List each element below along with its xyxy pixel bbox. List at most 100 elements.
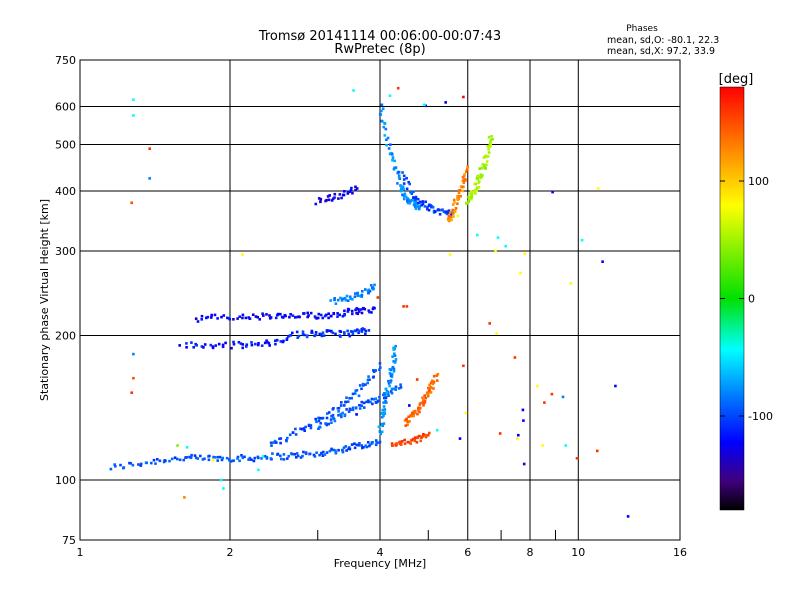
data-point bbox=[257, 456, 260, 460]
data-point bbox=[357, 310, 361, 313]
data-point bbox=[310, 329, 314, 333]
data-point bbox=[445, 212, 449, 216]
data-point bbox=[401, 193, 404, 197]
data-point bbox=[522, 462, 526, 466]
data-point bbox=[407, 180, 410, 184]
data-point bbox=[449, 213, 453, 216]
data-point bbox=[444, 101, 447, 104]
data-point bbox=[484, 154, 487, 158]
data-point bbox=[188, 455, 191, 459]
data-point bbox=[456, 214, 460, 218]
data-point bbox=[241, 456, 244, 460]
data-point bbox=[364, 288, 367, 291]
data-point bbox=[420, 401, 424, 404]
data-point bbox=[445, 210, 449, 213]
data-point bbox=[158, 459, 162, 463]
data-point bbox=[219, 478, 223, 482]
data-point bbox=[435, 428, 439, 432]
data-point bbox=[474, 192, 477, 195]
data-point bbox=[397, 170, 401, 174]
data-point bbox=[453, 201, 456, 204]
data-point bbox=[338, 193, 342, 196]
data-point bbox=[241, 313, 245, 317]
data-point bbox=[229, 460, 233, 463]
data-point bbox=[360, 404, 363, 407]
data-point bbox=[114, 465, 117, 468]
data-point bbox=[263, 455, 267, 458]
data-point bbox=[369, 400, 372, 404]
data-point bbox=[221, 345, 225, 349]
data-point bbox=[203, 457, 206, 461]
data-point bbox=[405, 187, 409, 191]
data-point bbox=[312, 453, 316, 457]
data-point bbox=[217, 342, 221, 346]
data-point bbox=[406, 199, 409, 202]
data-point bbox=[295, 452, 299, 455]
data-point bbox=[225, 456, 229, 460]
data-point bbox=[569, 282, 573, 285]
data-point bbox=[354, 188, 357, 192]
data-point bbox=[340, 415, 343, 419]
data-point bbox=[461, 189, 464, 193]
data-point bbox=[489, 143, 492, 146]
data-point bbox=[402, 197, 406, 201]
data-point bbox=[168, 459, 171, 463]
chart-subtitle: RwPretec (8p) bbox=[334, 42, 425, 57]
data-point bbox=[360, 387, 363, 391]
data-point bbox=[366, 381, 369, 385]
data-point bbox=[347, 410, 351, 413]
data-point bbox=[421, 396, 424, 399]
data-point bbox=[368, 310, 371, 314]
data-point bbox=[385, 143, 388, 147]
data-point bbox=[392, 367, 396, 371]
data-point bbox=[564, 444, 568, 447]
data-point bbox=[358, 404, 361, 407]
data-point bbox=[364, 329, 368, 333]
data-point bbox=[209, 343, 213, 347]
data-point bbox=[441, 208, 444, 211]
data-point bbox=[382, 422, 386, 425]
y-tick-labels: 75 100 200 300 400 500 600 750 bbox=[55, 54, 76, 547]
data-point bbox=[390, 387, 394, 391]
data-point bbox=[357, 444, 360, 447]
data-point bbox=[404, 195, 408, 198]
data-point bbox=[282, 458, 286, 461]
data-point bbox=[426, 205, 429, 209]
data-point bbox=[343, 332, 346, 335]
data-point bbox=[381, 424, 384, 428]
data-point bbox=[137, 463, 140, 466]
data-point bbox=[596, 449, 599, 453]
data-point bbox=[337, 197, 340, 200]
data-point bbox=[313, 455, 317, 458]
data-point bbox=[334, 451, 338, 454]
data-point bbox=[462, 364, 465, 368]
data-point bbox=[360, 293, 364, 297]
data-point bbox=[232, 342, 236, 346]
data-point bbox=[260, 344, 264, 347]
data-point bbox=[170, 457, 174, 461]
data-point bbox=[317, 419, 321, 423]
data-point bbox=[336, 298, 340, 302]
data-point bbox=[339, 335, 342, 338]
data-point bbox=[462, 185, 465, 189]
data-point bbox=[466, 165, 469, 168]
y-tick-label: 500 bbox=[55, 139, 76, 152]
data-point bbox=[432, 387, 435, 390]
data-point bbox=[272, 441, 275, 444]
y-tick-label: 100 bbox=[55, 474, 76, 487]
data-point bbox=[371, 307, 375, 311]
data-point bbox=[396, 182, 399, 185]
data-point bbox=[355, 187, 359, 190]
data-point bbox=[371, 402, 374, 406]
data-point bbox=[279, 441, 282, 445]
data-point bbox=[458, 437, 462, 440]
data-point bbox=[341, 193, 345, 197]
data-point bbox=[421, 200, 425, 203]
data-point bbox=[388, 372, 392, 375]
data-point bbox=[427, 389, 431, 392]
data-point bbox=[357, 394, 361, 398]
data-point bbox=[265, 313, 268, 316]
data-point bbox=[436, 208, 440, 212]
data-point bbox=[427, 390, 431, 394]
data-point bbox=[347, 332, 350, 336]
